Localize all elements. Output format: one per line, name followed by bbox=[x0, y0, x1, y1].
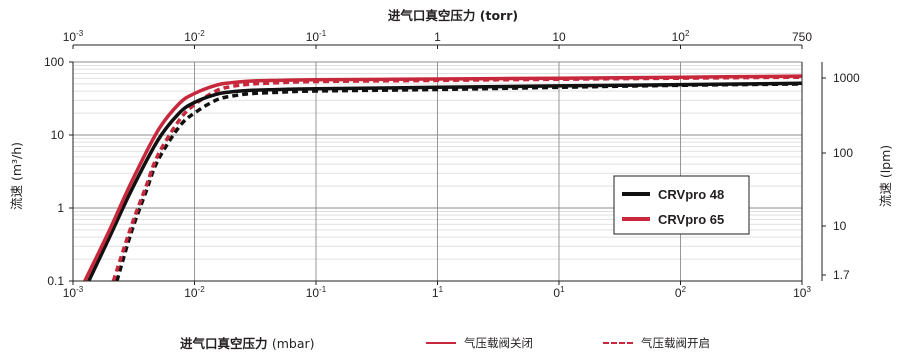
legend-valve-closed-label: 气压载阀关闭 bbox=[464, 336, 533, 350]
series-line-crvpro-48-solid bbox=[87, 81, 803, 282]
top-tick-label: 750 bbox=[792, 30, 812, 44]
right-tick-label: 10 bbox=[833, 219, 847, 233]
bottom-tick-label: 10-2 bbox=[184, 285, 205, 300]
legend-valve-open: 气压载阀开启 bbox=[603, 335, 710, 351]
right-tick-label: 100 bbox=[833, 146, 853, 160]
bottom-tick-label: 10-3 bbox=[63, 285, 84, 300]
legend-label-crvpro-65: CRVpro 65 bbox=[658, 212, 724, 227]
bottom-tick-label: 01 bbox=[553, 285, 565, 300]
legend: CRVpro 48 CRVpro 65 bbox=[613, 175, 750, 235]
right-tick-label: 1000 bbox=[833, 71, 860, 85]
legend-valve-open-label: 气压载阀开启 bbox=[641, 336, 710, 350]
bottom-tick-label: 11 bbox=[432, 285, 444, 300]
bottom-tick-label: 103 bbox=[793, 285, 811, 300]
legend-valve-closed: 气压载阀关闭 bbox=[426, 335, 533, 351]
left-tick-label: 1 bbox=[57, 201, 64, 215]
top-tick-label: 102 bbox=[672, 29, 690, 44]
legend-box bbox=[613, 175, 750, 235]
series-line-crvpro-65-solid bbox=[83, 74, 803, 282]
top-tick-label: 10-2 bbox=[184, 29, 205, 44]
dashed-line-swatch bbox=[603, 342, 633, 344]
series-line-crvpro-48-dashed bbox=[115, 82, 803, 282]
right-tick-label: 1.7 bbox=[833, 268, 850, 282]
left-tick-label: 0.1 bbox=[47, 274, 64, 288]
bottom-tick-label: 10-1 bbox=[306, 285, 327, 300]
top-tick-label: 10-1 bbox=[306, 29, 327, 44]
bottom-axis-title: 进气口真空压力 (mbar) bbox=[180, 333, 315, 352]
bottom-tick-label: 02 bbox=[675, 285, 687, 300]
bottom-axis-unit: (mbar) bbox=[271, 336, 315, 351]
top-tick-label: 10 bbox=[552, 30, 566, 44]
top-tick-label: 1 bbox=[434, 30, 441, 44]
left-tick-label: 100 bbox=[44, 55, 64, 69]
solid-line-swatch bbox=[426, 342, 456, 344]
series-layer bbox=[83, 74, 803, 282]
bottom-axis-label: 进气口真空压力 bbox=[180, 336, 268, 351]
legend-label-crvpro-48: CRVpro 48 bbox=[658, 187, 724, 202]
top-tick-label: 10-3 bbox=[63, 29, 84, 44]
top-axis-title: 进气口真空压力 (torr) bbox=[388, 8, 518, 23]
left-axis-title: 流速 (m³/h) bbox=[9, 142, 24, 210]
right-axis-title: 流速 (lpm) bbox=[878, 145, 893, 207]
left-tick-label: 10 bbox=[51, 128, 65, 142]
